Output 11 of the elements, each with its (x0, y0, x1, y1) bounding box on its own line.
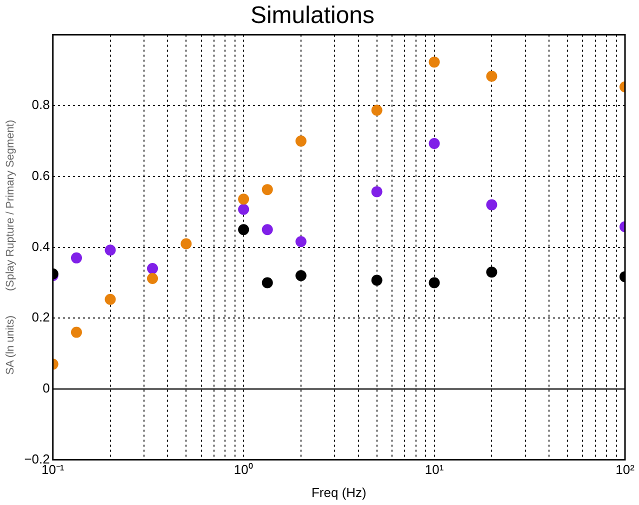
y-tick-label: 0.6 (32, 168, 50, 184)
y-tick-label: 0.2 (32, 310, 50, 325)
x-tick-label: 10² (616, 462, 636, 478)
x-tick-label: 10⁰ (234, 462, 254, 478)
y-tick-label: 0.8 (32, 97, 50, 112)
y-axis-title: SA (ln units) (Splay Rupture / Primary Segment) (4, 120, 17, 375)
y-tick-label: 0.4 (32, 238, 50, 254)
x-tick-label: 10¹ (424, 462, 444, 478)
y-tick-label: 0 (42, 380, 50, 396)
x-axis-title: Freq (Hz) (311, 484, 366, 500)
chart-title: Simulations (250, 2, 375, 30)
